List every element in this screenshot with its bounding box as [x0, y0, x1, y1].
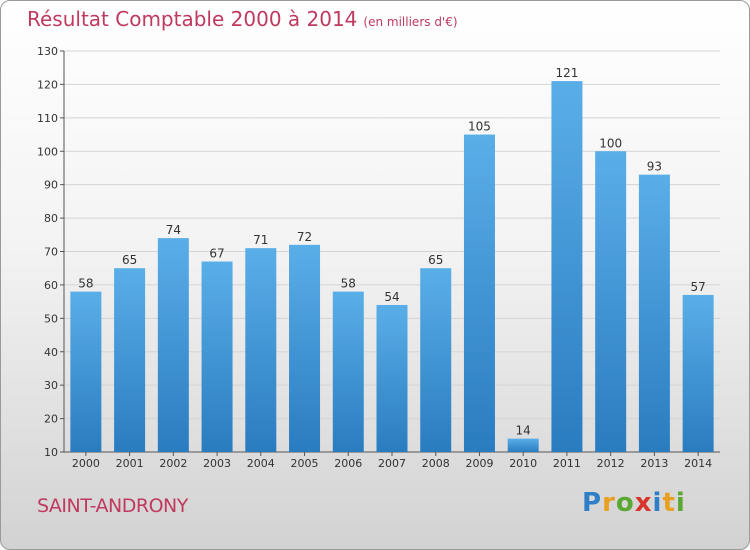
logo-letter: r — [602, 488, 616, 518]
y-tick-label: 60 — [44, 279, 58, 292]
data-label: 54 — [384, 290, 399, 304]
data-label: 100 — [599, 136, 622, 150]
data-label: 72 — [297, 230, 312, 244]
bar-2013 — [638, 174, 670, 452]
bar-2002 — [157, 238, 189, 452]
bar-2007 — [376, 304, 408, 452]
y-tick-label: 110 — [37, 112, 58, 125]
x-tick-label: 2005 — [291, 457, 319, 470]
bar-2003 — [201, 261, 233, 452]
y-tick-label: 70 — [44, 246, 58, 259]
y-tick-label: 10 — [44, 446, 58, 459]
x-tick-label: 2011 — [553, 457, 581, 470]
bar-2009 — [463, 134, 495, 452]
logo-letter: o — [615, 488, 635, 518]
bar-2014 — [682, 294, 714, 452]
x-tick-label: 2002 — [159, 457, 187, 470]
x-tick-label: 2000 — [72, 457, 100, 470]
bar-2000 — [70, 291, 102, 452]
data-label: 71 — [253, 233, 268, 247]
y-tick-label: 120 — [37, 78, 58, 91]
logo-letter: i — [675, 488, 686, 518]
logo-letter: x — [634, 488, 653, 518]
data-label: 14 — [516, 424, 531, 438]
x-tick-label: 2009 — [465, 457, 493, 470]
y-tick-label: 80 — [44, 212, 58, 225]
y-tick-label: 30 — [44, 379, 58, 392]
chart-subtitle: (en milliers d'€) — [363, 15, 458, 29]
bar-2008 — [420, 268, 452, 452]
bar-2006 — [332, 291, 364, 452]
y-tick-label: 20 — [44, 413, 58, 426]
data-label: 58 — [78, 277, 93, 291]
y-tick-label: 90 — [44, 179, 58, 192]
x-tick-label: 2006 — [334, 457, 362, 470]
bars — [70, 81, 714, 452]
data-label: 67 — [209, 247, 224, 261]
data-label: 105 — [468, 120, 491, 134]
logo-letter: P — [582, 488, 603, 518]
data-label: 57 — [690, 280, 705, 294]
bar-2004 — [245, 248, 277, 452]
y-tick-label: 100 — [37, 145, 58, 158]
proxiti-logo: Proxiti — [582, 488, 686, 518]
data-label: 58 — [341, 277, 356, 291]
logo-letter: t — [662, 488, 676, 518]
logo-letter: i — [652, 488, 663, 518]
data-label: 65 — [122, 253, 137, 267]
bar-2005 — [289, 244, 321, 452]
x-tick-label: 2012 — [597, 457, 625, 470]
x-tick-label: 2007 — [378, 457, 406, 470]
x-tick-label: 2008 — [422, 457, 450, 470]
data-label: 74 — [166, 223, 181, 237]
bar-2010 — [507, 438, 539, 452]
bar-2012 — [595, 151, 627, 452]
bar-2011 — [551, 81, 583, 452]
x-tick-label: 2014 — [684, 457, 712, 470]
data-label: 121 — [555, 66, 578, 80]
chart-title-text: Résultat Comptable 2000 à 2014 — [27, 7, 358, 31]
chart-title: Résultat Comptable 2000 à 2014 (en millie… — [27, 7, 458, 31]
data-label: 93 — [647, 160, 662, 174]
x-tick-label: 2010 — [509, 457, 537, 470]
commune-name: SAINT-ANDRONY — [37, 495, 188, 517]
data-label: 65 — [428, 253, 443, 267]
x-tick-label: 2001 — [116, 457, 144, 470]
y-tick-label: 130 — [37, 45, 58, 58]
x-tick-label: 2003 — [203, 457, 231, 470]
y-tick-label: 40 — [44, 346, 58, 359]
x-tick-label: 2004 — [247, 457, 275, 470]
y-tick-label: 50 — [44, 312, 58, 325]
x-tick-label: 2013 — [640, 457, 668, 470]
bar-2001 — [114, 268, 146, 452]
labels: 10 20 30 40 50 60 70 80 90 100 110 120 130 58 2000 65 20… — [37, 45, 712, 470]
